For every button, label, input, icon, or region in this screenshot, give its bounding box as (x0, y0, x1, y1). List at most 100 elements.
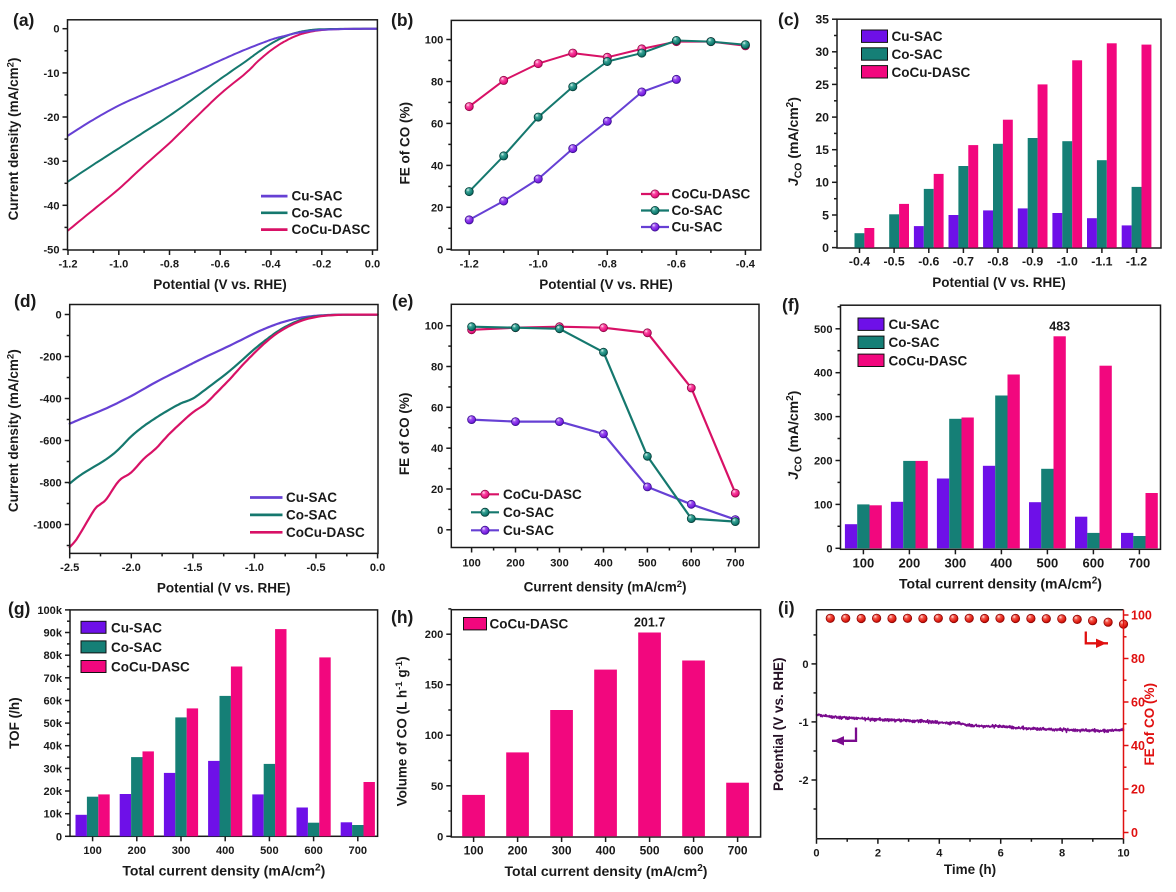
svg-text:30: 30 (815, 45, 829, 59)
svg-text:0.0: 0.0 (365, 259, 380, 271)
svg-text:20: 20 (1131, 783, 1145, 797)
svg-text:Cu-SAC: Cu-SAC (503, 523, 554, 538)
svg-text:0: 0 (822, 241, 829, 255)
svg-text:FE of CO (%): FE of CO (%) (398, 102, 413, 185)
svg-text:Volume of CO (L h-1 g-1): Volume of CO (L h-1 g-1) (394, 656, 410, 806)
svg-text:-30: -30 (43, 156, 59, 168)
svg-text:-2.0: -2.0 (122, 562, 141, 574)
svg-text:40: 40 (1131, 739, 1145, 753)
svg-text:JCO (mA/cm2): JCO (mA/cm2) (785, 391, 805, 480)
svg-text:-0.7: -0.7 (953, 255, 974, 269)
svg-text:500: 500 (260, 845, 279, 857)
svg-text:400: 400 (814, 368, 833, 380)
svg-text:-200: -200 (39, 352, 61, 364)
svg-text:Time (h): Time (h) (944, 862, 996, 877)
svg-text:40k: 40k (43, 741, 62, 753)
svg-text:700: 700 (726, 558, 745, 570)
svg-text:-0.8: -0.8 (987, 255, 1008, 269)
svg-text:10: 10 (1117, 847, 1129, 859)
svg-text:(g): (g) (8, 599, 30, 619)
svg-text:(c): (c) (778, 10, 799, 30)
svg-text:20: 20 (431, 202, 443, 214)
svg-text:100k: 100k (37, 605, 63, 617)
svg-text:-1: -1 (799, 717, 809, 729)
svg-text:Cu-SAC: Cu-SAC (672, 220, 723, 235)
svg-text:-50: -50 (43, 245, 59, 257)
svg-text:400: 400 (596, 844, 616, 858)
svg-text:-0.8: -0.8 (598, 259, 617, 271)
svg-text:600: 600 (682, 558, 701, 570)
svg-text:(i): (i) (778, 598, 795, 618)
svg-text:-2: -2 (799, 775, 809, 787)
svg-text:-0.9: -0.9 (1022, 255, 1043, 269)
svg-text:35: 35 (815, 13, 829, 27)
svg-text:CoCu-DASC: CoCu-DASC (672, 187, 751, 202)
svg-text:80: 80 (431, 77, 443, 89)
svg-text:-800: -800 (39, 478, 61, 490)
svg-text:CoCu-DASC: CoCu-DASC (286, 525, 365, 540)
svg-text:(h): (h) (391, 607, 413, 627)
svg-text:CoCu-DASC: CoCu-DASC (111, 660, 190, 675)
svg-text:0: 0 (802, 659, 808, 671)
svg-text:Total current density (mA/cm2): Total current density (mA/cm2) (899, 575, 1102, 591)
svg-text:200: 200 (899, 555, 921, 570)
svg-text:(e): (e) (392, 291, 413, 311)
svg-text:Potential (V vs. RHE): Potential (V vs. RHE) (153, 277, 287, 292)
svg-text:100: 100 (425, 35, 444, 47)
svg-text:0: 0 (437, 831, 443, 843)
svg-text:-0.2: -0.2 (312, 259, 331, 271)
svg-text:0.0: 0.0 (370, 562, 385, 574)
svg-text:-0.8: -0.8 (160, 259, 179, 271)
svg-text:150: 150 (425, 680, 444, 692)
svg-text:Co-SAC: Co-SAC (292, 205, 343, 220)
svg-text:60: 60 (431, 118, 443, 130)
svg-text:600: 600 (1083, 555, 1105, 570)
svg-text:25: 25 (815, 78, 829, 92)
svg-text:-1000: -1000 (33, 520, 61, 532)
svg-text:-0.6: -0.6 (918, 255, 939, 269)
svg-text:201.7: 201.7 (634, 616, 665, 630)
svg-text:-2.5: -2.5 (60, 562, 79, 574)
svg-text:Cu-SAC: Cu-SAC (292, 189, 343, 204)
svg-text:-1.0: -1.0 (245, 562, 264, 574)
svg-text:CoCu-DASC: CoCu-DASC (503, 487, 582, 502)
svg-text:100: 100 (425, 730, 444, 742)
svg-text:20k: 20k (43, 786, 62, 798)
svg-text:100: 100 (1131, 609, 1152, 623)
svg-text:200: 200 (425, 629, 444, 641)
svg-text:-1.0: -1.0 (529, 259, 548, 271)
svg-text:Current density (mA/cm2): Current density (mA/cm2) (524, 579, 687, 595)
svg-text:Total current density (mA/cm2): Total current density (mA/cm2) (122, 862, 325, 878)
svg-text:Current density (mA/cm2): Current density (mA/cm2) (6, 58, 22, 221)
svg-text:400: 400 (594, 558, 613, 570)
svg-text:500: 500 (640, 844, 660, 858)
svg-text:70k: 70k (43, 673, 62, 685)
svg-text:0: 0 (1131, 826, 1138, 840)
svg-text:-1.2: -1.2 (460, 259, 479, 271)
svg-text:-0.6: -0.6 (211, 259, 230, 271)
svg-text:Cu-SAC: Cu-SAC (889, 317, 940, 332)
svg-text:FE of CO (%): FE of CO (%) (397, 393, 412, 476)
svg-text:-1.5: -1.5 (183, 562, 202, 574)
svg-text:100: 100 (425, 321, 444, 333)
svg-text:50k: 50k (43, 718, 62, 730)
svg-text:(d): (d) (14, 291, 36, 311)
svg-text:30k: 30k (43, 763, 62, 775)
svg-text:15: 15 (815, 143, 829, 157)
svg-text:(f): (f) (782, 295, 799, 315)
svg-text:500: 500 (814, 324, 833, 336)
svg-text:-0.4: -0.4 (849, 255, 870, 269)
svg-text:0: 0 (56, 831, 62, 843)
svg-text:(b): (b) (391, 10, 413, 30)
svg-text:Cu-SAC: Cu-SAC (892, 29, 943, 44)
svg-text:400: 400 (216, 845, 235, 857)
svg-text:Current density (mA/cm2): Current density (mA/cm2) (6, 349, 22, 512)
svg-text:0: 0 (437, 244, 443, 256)
svg-text:500: 500 (638, 558, 657, 570)
svg-text:300: 300 (945, 555, 967, 570)
svg-text:Total current density (mA/cm2): Total current density (mA/cm2) (505, 863, 708, 879)
svg-text:Co-SAC: Co-SAC (892, 47, 943, 62)
svg-text:90k: 90k (43, 628, 62, 640)
svg-text:0: 0 (53, 24, 59, 36)
svg-text:Co-SAC: Co-SAC (286, 508, 337, 523)
